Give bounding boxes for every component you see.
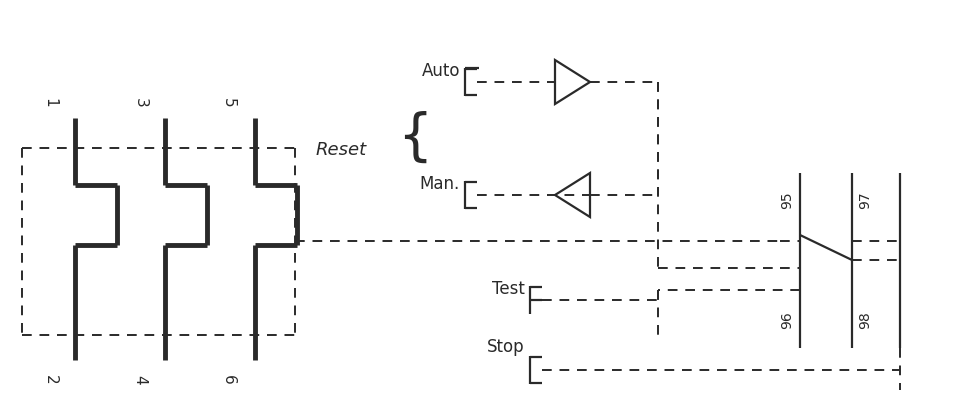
Text: 5: 5 — [221, 98, 235, 108]
Text: 4: 4 — [132, 375, 148, 385]
Text: Reset: Reset — [316, 141, 367, 159]
Text: Test: Test — [492, 280, 525, 298]
Text: 3: 3 — [132, 98, 148, 108]
Text: 6: 6 — [221, 375, 235, 385]
Text: 96: 96 — [780, 311, 794, 329]
Text: 98: 98 — [858, 311, 872, 329]
Text: Man.: Man. — [419, 175, 460, 193]
Text: 95: 95 — [780, 191, 794, 209]
Text: Stop: Stop — [487, 338, 525, 356]
Text: 97: 97 — [858, 191, 872, 209]
Text: 2: 2 — [43, 375, 57, 385]
Text: {: { — [397, 111, 433, 165]
Text: Auto: Auto — [421, 62, 460, 80]
Text: 1: 1 — [43, 98, 57, 108]
